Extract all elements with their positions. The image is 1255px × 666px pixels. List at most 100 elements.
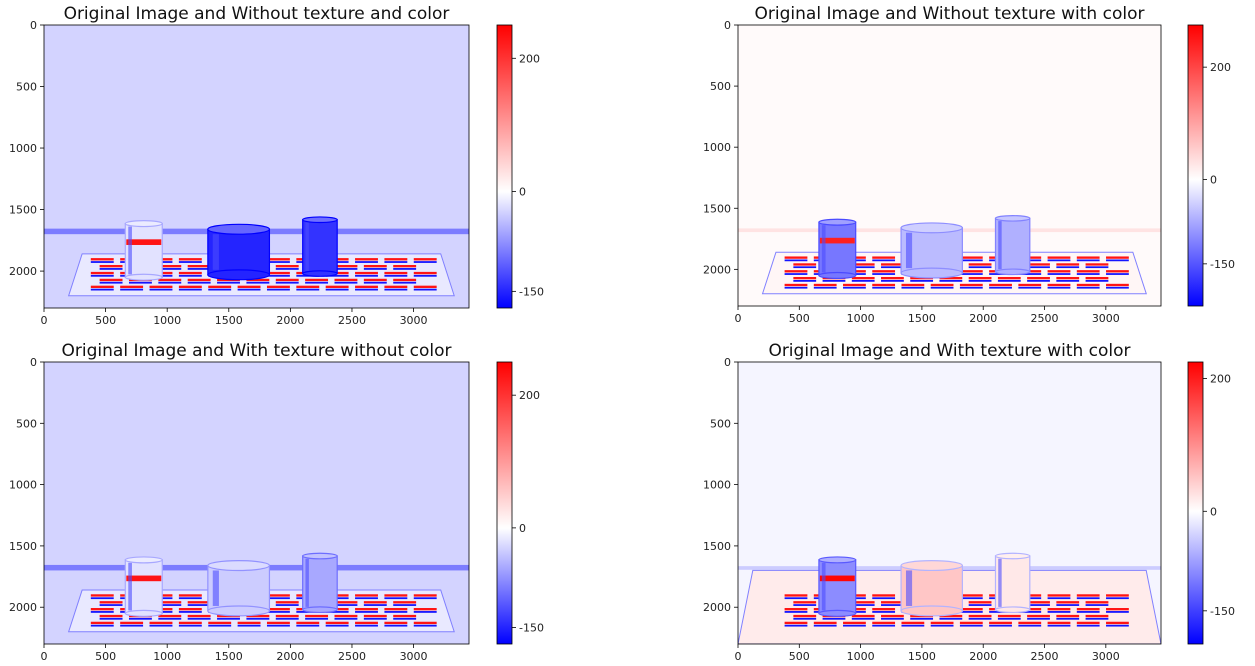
y-tick-label: 500 [16, 81, 37, 94]
cylinder-base [302, 270, 338, 277]
chart-title: Original Image and Without texture with … [755, 4, 1145, 24]
checker-red [363, 614, 387, 618]
checker-red [334, 601, 358, 604]
checker-blue [334, 268, 358, 270]
checker-blue [1018, 286, 1042, 289]
cylinder-top [124, 220, 163, 228]
checker-red [1056, 601, 1080, 604]
checker-red [90, 594, 114, 597]
checker-blue [959, 597, 983, 600]
checker-red [997, 614, 1021, 618]
cylinder-edge [821, 562, 826, 611]
checker-blue [1056, 604, 1080, 606]
axes-frame [737, 24, 1162, 307]
checker-blue [851, 266, 875, 269]
checker-blue [158, 617, 182, 620]
cylinder-base [124, 609, 163, 617]
checker-red [997, 276, 1021, 280]
checker-red [413, 258, 437, 261]
checker-red [275, 278, 299, 282]
x-tick-label: 500 [789, 650, 810, 663]
checker-blue [959, 611, 983, 613]
checker-blue [413, 611, 437, 613]
checker-red [178, 594, 202, 597]
checker-red [158, 614, 182, 618]
checker-blue [393, 281, 417, 284]
checker-red [1076, 270, 1100, 273]
checker-red [363, 601, 387, 604]
checker-blue [1047, 624, 1071, 627]
checker-red [793, 263, 817, 266]
checker-blue [959, 624, 983, 627]
checker-red [266, 271, 290, 275]
checker-red [1047, 621, 1071, 625]
checker-red [413, 608, 437, 611]
checker-blue [784, 597, 808, 600]
checker-blue [784, 286, 808, 289]
heatmap-image [738, 362, 1161, 644]
checker-blue [901, 286, 925, 289]
cylinder-edge [128, 562, 132, 611]
checker-blue [1056, 266, 1080, 269]
checker-blue [793, 279, 817, 282]
checker-red [393, 278, 417, 282]
checker-blue [187, 617, 211, 620]
cylinder-band [819, 575, 855, 582]
chart-title: Original Image and With texture with col… [768, 341, 1130, 361]
checker-blue [128, 617, 152, 620]
checker-blue [90, 611, 114, 613]
checker-red [881, 601, 904, 604]
checker-red [384, 285, 408, 289]
x-tick-label: 3000 [400, 314, 428, 327]
checker-red [90, 271, 114, 275]
checker-blue [266, 611, 290, 613]
checker-blue [1076, 597, 1100, 600]
checker-red [1047, 256, 1071, 259]
axes-frame [43, 24, 470, 309]
checker-red [959, 283, 983, 287]
checker-blue [968, 604, 992, 606]
checker-blue [1076, 286, 1100, 289]
checker-blue [178, 288, 202, 291]
checker-blue [99, 604, 123, 606]
chart-title: Original Image and With texture without … [62, 341, 452, 361]
checker-blue [393, 268, 417, 270]
checker-red [959, 594, 983, 597]
checker-blue [881, 266, 904, 269]
checker-blue [120, 288, 144, 291]
checker-blue [334, 281, 358, 284]
checker-red [99, 601, 123, 604]
checker-red [959, 270, 983, 273]
checker-red [939, 614, 963, 618]
x-tick-label: 0 [41, 650, 48, 663]
checker-blue [968, 279, 992, 282]
checker-red [355, 258, 378, 261]
checker-blue [355, 274, 378, 277]
checker-blue [158, 281, 182, 284]
checker-red [149, 621, 173, 625]
checker-blue [305, 617, 329, 620]
checker-red [178, 621, 202, 625]
checker-red [413, 621, 437, 625]
checker-blue [413, 624, 437, 627]
checker-red [872, 283, 896, 287]
checker-blue [1106, 624, 1129, 627]
checker-blue [939, 279, 963, 282]
x-tick-label: 2500 [338, 314, 366, 327]
checker-red [208, 285, 232, 289]
checker-red [237, 285, 261, 289]
checker-blue [910, 279, 934, 282]
checker-red [266, 258, 290, 261]
checker-blue [1076, 273, 1100, 275]
checker-blue [784, 273, 808, 275]
checker-red [968, 614, 992, 618]
x-tick-label: 2000 [969, 650, 997, 663]
x-tick-label: 500 [95, 314, 116, 327]
cylinder-base [818, 609, 857, 617]
checker-red [325, 285, 349, 289]
checker-blue [968, 617, 992, 620]
checker-blue [1085, 266, 1109, 269]
x-tick-label: 2500 [1031, 650, 1059, 663]
checker-blue [989, 624, 1012, 627]
cylinder-base [818, 271, 857, 279]
